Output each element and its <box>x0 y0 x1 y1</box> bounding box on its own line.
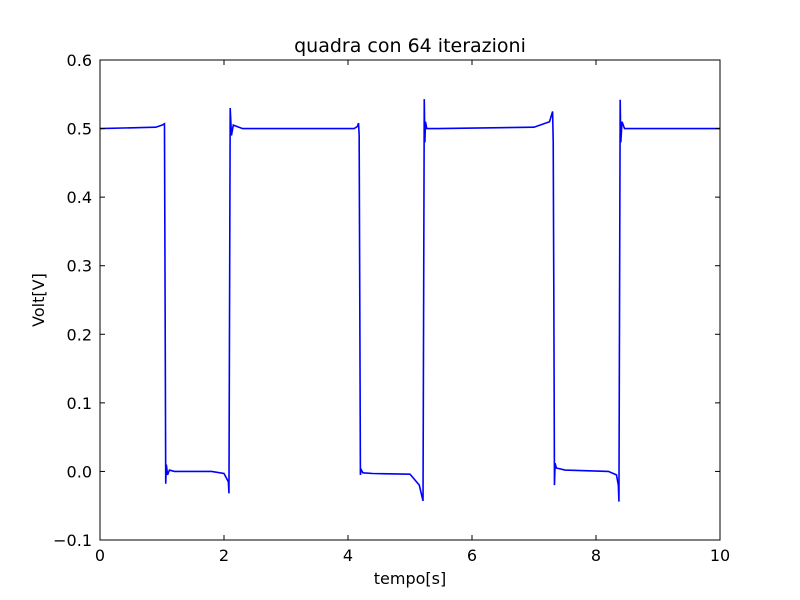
chart-title: quadra con 64 iterazioni <box>294 35 526 57</box>
axes-frame <box>99 59 721 541</box>
x-tick-label: 4 <box>343 546 353 565</box>
x-tick-label: 10 <box>710 546 730 565</box>
y-axis-label: Volt[V] <box>29 273 48 327</box>
x-tick-label: 6 <box>467 546 477 565</box>
series-line <box>99 99 720 502</box>
y-tick-label: 0.5 <box>67 120 92 139</box>
x-tick-label: 2 <box>219 546 229 565</box>
y-tick-label: 0.0 <box>67 462 92 481</box>
axis-ticks: 0 2 4 6 8 10 −0.1 0.0 0.1 0.2 0.3 0.4 0.5 0.6 <box>53 51 730 565</box>
x-tick-label: 0 <box>95 546 105 565</box>
x-tick-label: 8 <box>591 546 601 565</box>
y-tick-label: 0.2 <box>67 325 92 344</box>
y-tick-label: 0.3 <box>67 257 92 276</box>
y-tick-label: 0.6 <box>67 51 92 70</box>
plot-area <box>99 99 720 502</box>
y-tick-label: −0.1 <box>53 531 92 550</box>
y-tick-label: 0.4 <box>67 188 92 207</box>
x-axis-label: tempo[s] <box>374 569 446 588</box>
y-tick-label: 0.1 <box>67 394 92 413</box>
